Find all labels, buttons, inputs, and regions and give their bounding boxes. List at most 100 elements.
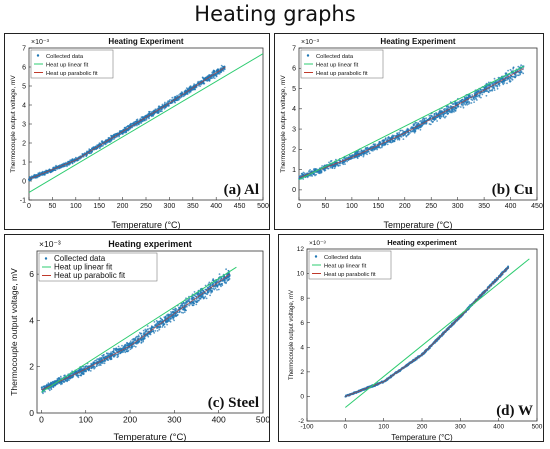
data-point (140, 335, 143, 337)
chart-w-svg: Heating experiment×10⁻³-100 0 100 200 300 400… (289, 238, 543, 441)
data-point (185, 300, 188, 302)
data-point (116, 354, 119, 356)
y-tick-label: 1 (292, 167, 296, 174)
data-point (121, 351, 123, 354)
data-point (490, 89, 493, 92)
chart-panel-cu: Heating Experiment ×10⁻³ 0 50 100 150 200 250 30… (274, 33, 544, 230)
data-point (313, 173, 316, 176)
data-point (153, 332, 156, 334)
data-point (110, 351, 112, 353)
data-point (140, 341, 143, 344)
data-point (500, 81, 503, 83)
x-axis-label: Temperature (°C) (383, 220, 452, 230)
data-point (66, 379, 69, 382)
data-point (192, 296, 195, 299)
data-point (227, 269, 230, 272)
data-point (445, 115, 447, 118)
y-tick-label: 3 (292, 126, 296, 133)
data-point (421, 119, 424, 122)
data-point (85, 365, 88, 367)
data-point (484, 90, 487, 93)
data-point (506, 79, 508, 81)
data-point (373, 148, 376, 150)
data-point (205, 76, 208, 78)
data-point (360, 149, 363, 151)
data-point (157, 105, 160, 108)
data-point (221, 69, 224, 71)
data-point (391, 139, 394, 141)
data-point (95, 359, 97, 362)
data-point (339, 159, 342, 162)
data-point (169, 313, 172, 316)
data-point (475, 95, 478, 98)
data-point (169, 320, 172, 323)
data-point (376, 148, 378, 151)
data-point (117, 348, 119, 351)
data-point (118, 135, 120, 138)
data-point (133, 121, 135, 124)
data-point (508, 78, 511, 81)
data-point (504, 72, 507, 75)
data-point (152, 330, 155, 333)
data-point (518, 74, 520, 77)
data-point (211, 289, 214, 292)
data-point (173, 308, 176, 311)
data-point (214, 287, 217, 290)
y-tick-label: 0 (300, 394, 304, 401)
data-point (88, 148, 91, 150)
data-point (460, 103, 463, 106)
data-point (173, 100, 176, 103)
data-point (155, 111, 157, 114)
data-point (496, 87, 499, 90)
chart-title: Heating experiment (108, 239, 192, 249)
data-point (432, 120, 434, 123)
data-point (204, 284, 207, 287)
data-point (166, 101, 169, 103)
chart-panel-w: Heating experiment ×10⁻³ -100 0 100 200 300 400… (278, 234, 544, 442)
data-point (512, 76, 515, 78)
data-point (160, 317, 162, 320)
data-point (183, 311, 186, 313)
data-point (382, 140, 385, 142)
x-axis-label: Temperature (°C) (111, 220, 180, 230)
data-point (510, 75, 513, 78)
legend-box (38, 252, 158, 282)
data-point (476, 99, 478, 101)
data-point (221, 282, 224, 285)
data-point (423, 122, 426, 125)
data-point (180, 311, 183, 314)
y-tick-label: 10 (297, 271, 305, 278)
data-point (148, 110, 150, 113)
x-tick-label: -100 (300, 424, 313, 431)
data-point (209, 79, 211, 81)
data-point (196, 297, 198, 300)
data-point (126, 341, 128, 344)
data-point (192, 300, 195, 303)
data-point (147, 328, 150, 330)
data-point (225, 277, 228, 280)
data-point (59, 375, 62, 378)
x-tick-label: 300 (167, 415, 181, 425)
x-tick-label: 450 (531, 203, 543, 210)
data-point (98, 362, 100, 365)
data-point (318, 172, 320, 175)
data-point (140, 332, 143, 335)
data-point (131, 341, 134, 344)
data-point (99, 364, 102, 366)
data-point (447, 106, 449, 109)
legend-box (30, 49, 114, 79)
data-point (145, 118, 148, 121)
data-point (166, 318, 169, 321)
data-point (149, 332, 151, 335)
data-point (442, 113, 445, 115)
data-point (144, 331, 147, 333)
data-point (178, 306, 180, 309)
data-point (302, 174, 305, 176)
data-point (173, 311, 176, 314)
data-point (442, 115, 445, 118)
x-tick-label: 400 (505, 203, 517, 210)
data-point (402, 134, 405, 137)
data-point (148, 117, 150, 120)
data-point (198, 299, 200, 302)
x-tick-label: 100 (378, 424, 389, 431)
